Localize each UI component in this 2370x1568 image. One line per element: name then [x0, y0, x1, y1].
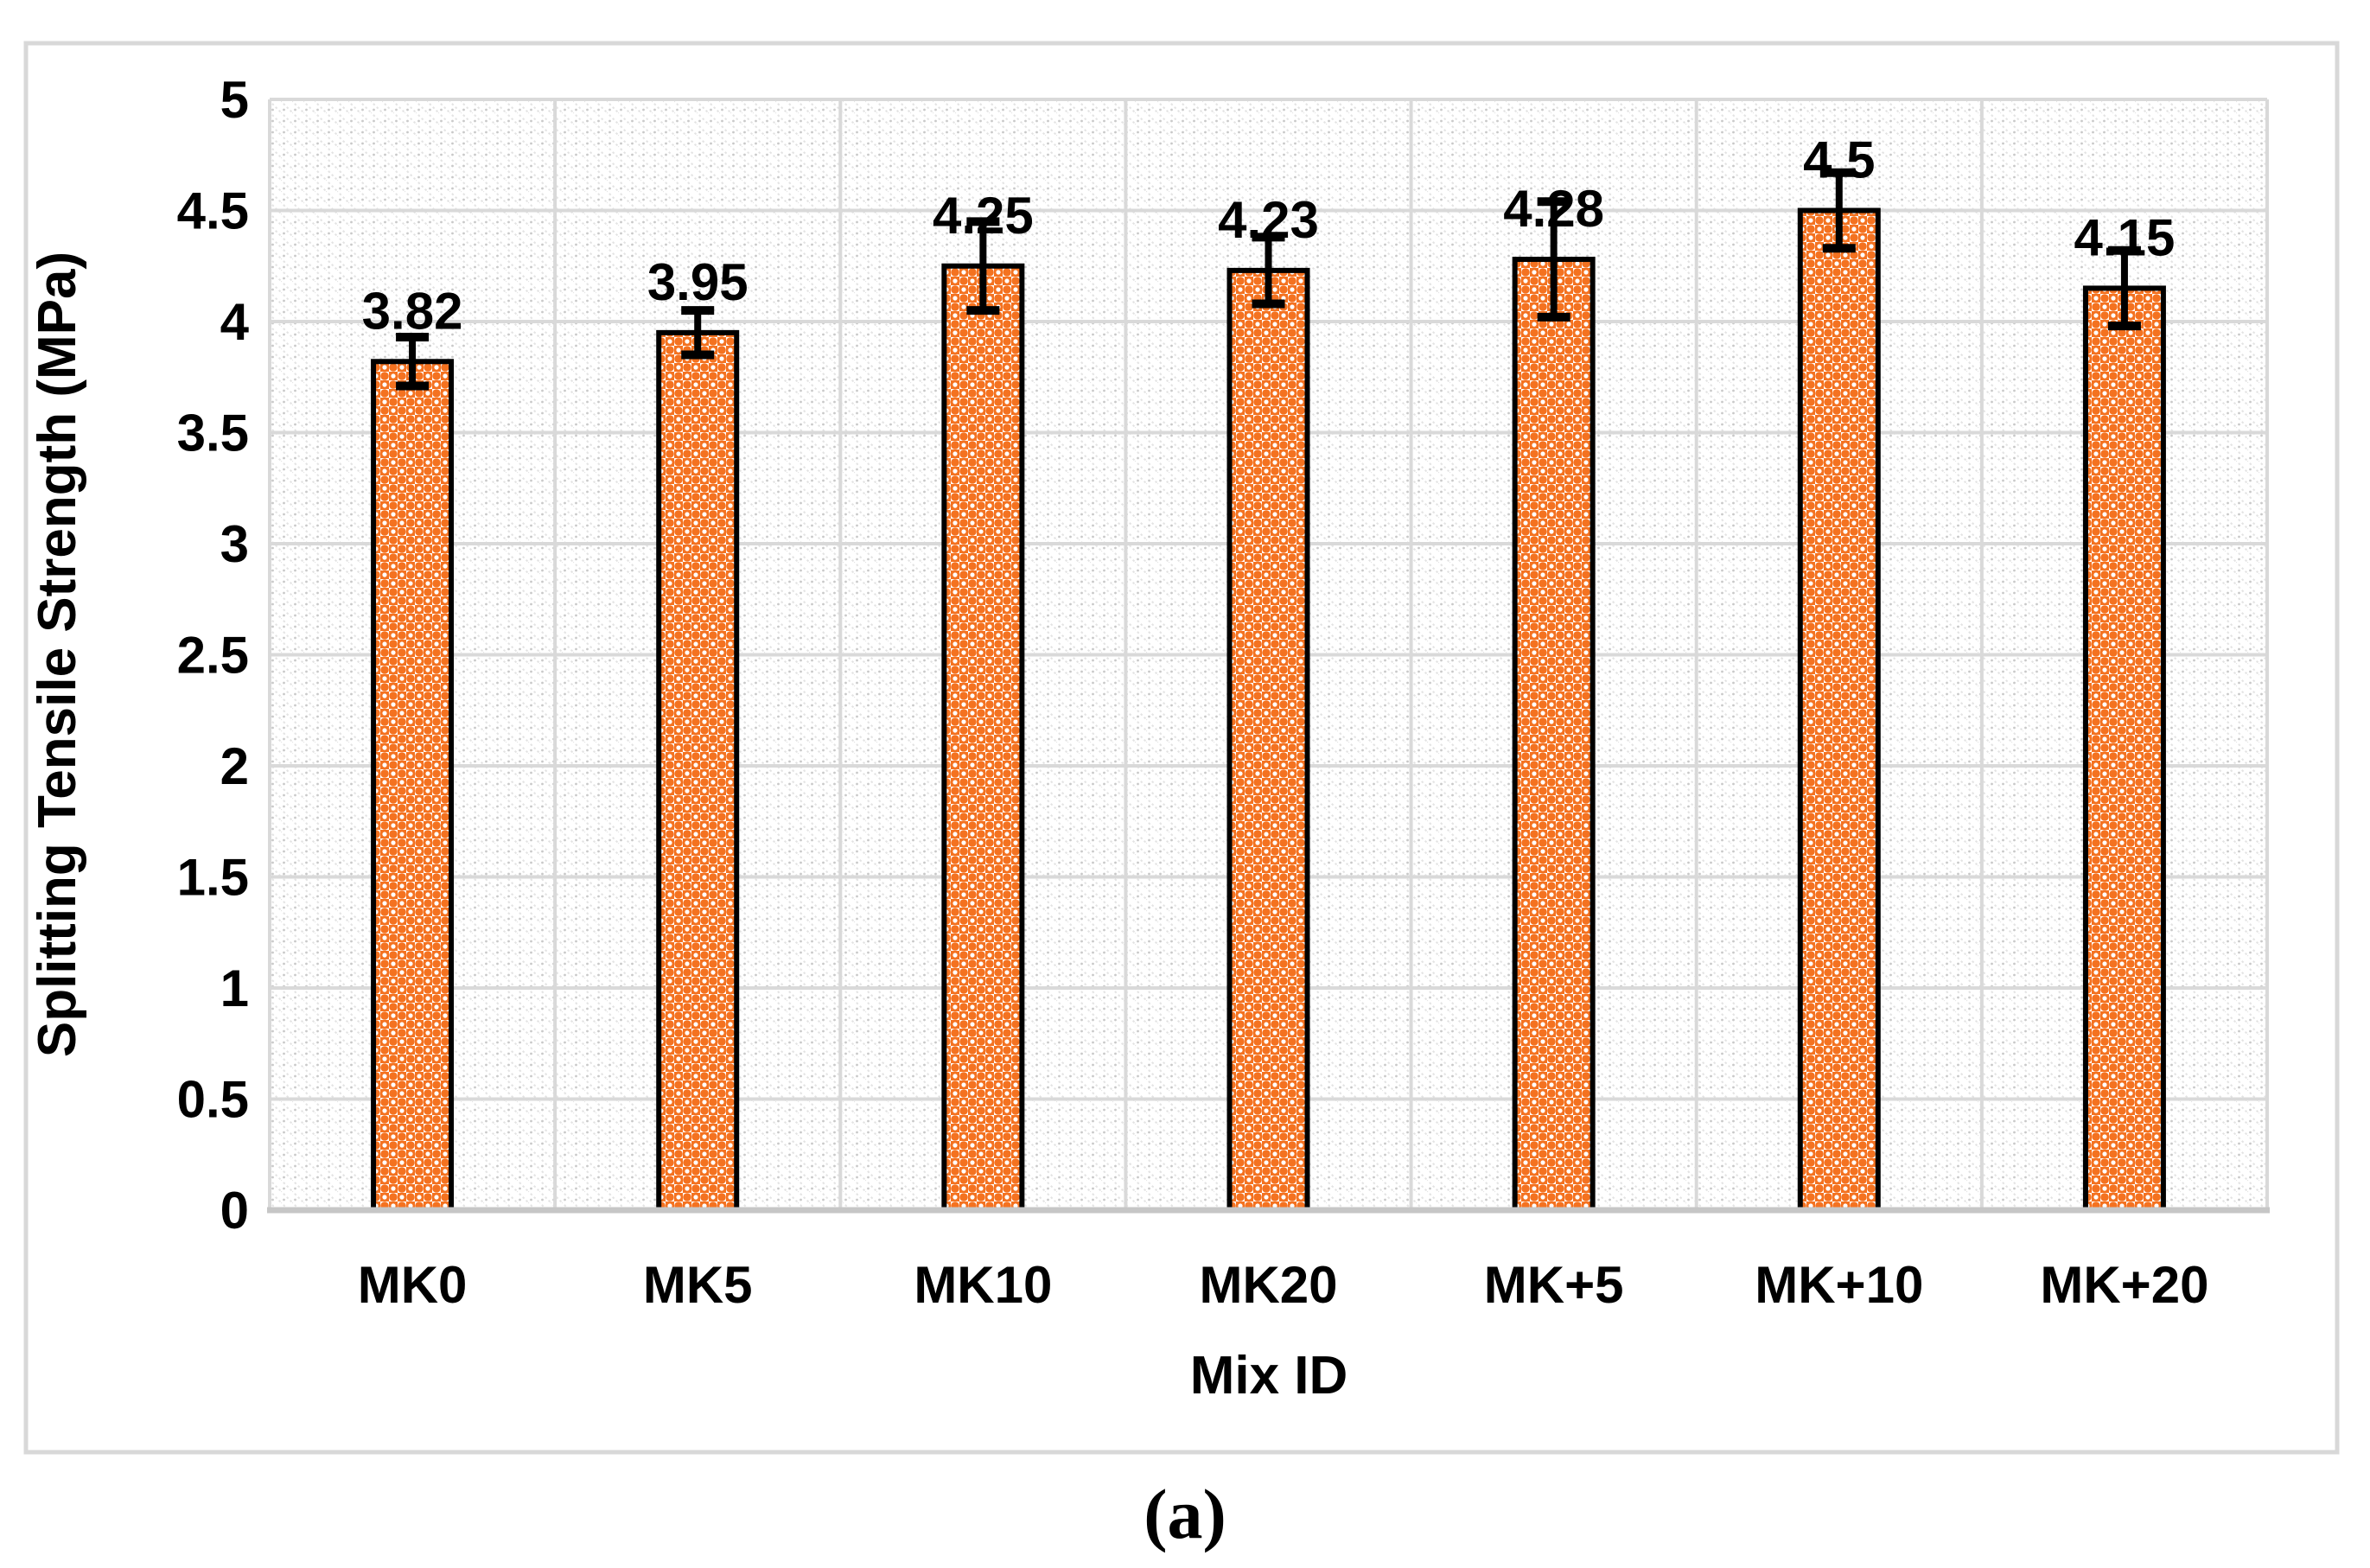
y-tick-4.5: 4.5 [177, 182, 249, 240]
bar-MK20 [1226, 267, 1310, 1213]
x-tick-MK+5: MK+5 [1484, 1256, 1624, 1314]
bar-MK10 [941, 263, 1025, 1213]
error-bar-MK+5 [1537, 197, 1570, 322]
bar-value-label-MK+10: 4.5 [1803, 131, 1875, 189]
x-axis-tick-labels: MK0 MK5 MK10 MK20 MK+5 MK+10 MK+20 [358, 1256, 2209, 1314]
y-tick-5: 5 [220, 71, 249, 129]
error-bar-MK0 [396, 332, 430, 391]
error-bar-MK20 [1252, 233, 1285, 309]
x-tick-MK10: MK10 [914, 1256, 1052, 1314]
y-tick-0: 0 [220, 1182, 249, 1240]
x-tick-MK5: MK5 [643, 1256, 753, 1314]
bar-value-label-MK20: 4.23 [1218, 191, 1319, 249]
bar-MK+20 [2082, 285, 2166, 1214]
x-tick-MK0: MK0 [358, 1256, 468, 1314]
bar-MK5 [656, 329, 740, 1214]
bar-value-label-MK5: 3.95 [647, 253, 749, 311]
y-tick-1.5: 1.5 [177, 849, 249, 907]
error-bars-group [396, 168, 2141, 391]
y-tick-1: 1 [220, 959, 249, 1017]
bar-MK+10 [1797, 207, 1881, 1213]
figure-caption: (a) [1144, 1475, 1226, 1553]
y-tick-2: 2 [220, 737, 249, 795]
error-bar-MK+20 [2107, 245, 2141, 331]
bar-value-label-MK10: 4.25 [933, 187, 1034, 245]
y-axis-tick-labels: 0 0.5 1 1.5 2 2.5 3 3.5 4 4.5 5 [177, 71, 250, 1240]
error-bar-MK5 [681, 306, 715, 360]
x-axis-title: Mix ID [1190, 1346, 1348, 1405]
y-tick-2.5: 2.5 [177, 627, 249, 685]
y-tick-3.5: 3.5 [177, 405, 249, 462]
y-tick-0.5: 0.5 [177, 1071, 249, 1129]
y-tick-4: 4 [220, 293, 250, 351]
y-tick-3: 3 [220, 515, 249, 573]
x-tick-MK20: MK20 [1199, 1256, 1337, 1314]
error-bar-MK10 [966, 217, 1000, 316]
bar-value-labels: 3.82 3.95 4.25 4.23 4.28 4.5 4.15 [362, 131, 2176, 341]
bar-value-label-MK+5: 4.28 [1503, 180, 1604, 238]
bar-MK+5 [1512, 257, 1596, 1213]
y-axis-title: Splitting Tensile Strength (MPa) [28, 252, 87, 1057]
bar-MK0 [371, 359, 455, 1213]
x-tick-MK+10: MK+10 [1755, 1256, 1923, 1314]
x-tick-MK+20: MK+20 [2040, 1256, 2208, 1314]
bar-value-label-MK+20: 4.15 [2074, 208, 2176, 266]
error-bar-MK+10 [1822, 168, 1856, 253]
bar-value-label-MK0: 3.82 [362, 282, 463, 340]
